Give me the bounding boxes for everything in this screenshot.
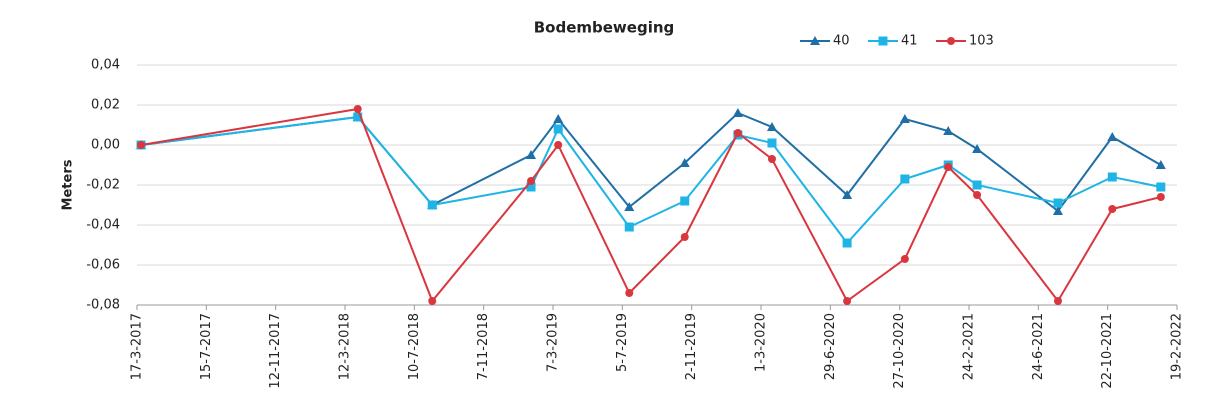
marker (1053, 198, 1063, 208)
marker (1107, 132, 1118, 141)
marker (810, 36, 820, 45)
marker (943, 126, 954, 135)
x-tick-label: 5-7-2019 (615, 313, 630, 372)
marker (526, 182, 536, 192)
x-tick-label: 7-11-2018 (476, 313, 491, 380)
marker (428, 297, 437, 305)
marker (526, 150, 537, 159)
marker (353, 105, 362, 113)
marker (553, 124, 563, 134)
marker (972, 144, 983, 153)
marker (1052, 206, 1063, 215)
marker (843, 297, 852, 305)
marker (899, 114, 910, 123)
marker (137, 141, 146, 149)
x-tick-label: 12-11-2017 (268, 313, 283, 389)
series (136, 112, 1166, 248)
series-line (140, 115, 1162, 245)
marker (624, 202, 635, 211)
x-tick-label: 22-10-2021 (1100, 313, 1115, 389)
marker (733, 129, 742, 137)
marker (878, 36, 888, 46)
marker (1156, 182, 1166, 192)
marker (767, 138, 777, 148)
series-line (140, 111, 1162, 213)
marker (900, 174, 910, 184)
x-tick-label: 15-7-2017 (199, 313, 214, 380)
marker (679, 158, 690, 167)
marker (947, 37, 955, 45)
marker (680, 233, 689, 241)
y-tick-label: 0,00 (91, 138, 120, 153)
x-tick-label: 7-3-2019 (546, 313, 561, 372)
y-tick-label: -0,06 (86, 258, 120, 273)
marker (624, 222, 634, 232)
legend-label: 40 (833, 34, 850, 49)
marker (900, 255, 909, 263)
marker (1155, 160, 1166, 169)
marker (353, 112, 363, 122)
marker (1053, 297, 1062, 305)
series (137, 105, 1165, 305)
x-tick-label: 1-3-2020 (754, 313, 769, 372)
marker (1107, 172, 1117, 182)
x-tick-label: 12-3-2018 (338, 313, 353, 380)
legend-label: 103 (969, 34, 994, 49)
y-axis-label: Meters (61, 159, 76, 210)
marker (766, 122, 777, 131)
x-tick-label: 29-6-2020 (823, 313, 838, 380)
x-tick-label: 24-6-2021 (1031, 313, 1046, 380)
y-tick-label: -0,08 (86, 298, 120, 313)
y-tick-label: -0,02 (86, 178, 120, 193)
chart-title: Bodembeweging (534, 19, 675, 37)
marker (842, 190, 853, 199)
marker (527, 177, 536, 185)
marker (842, 238, 852, 248)
marker (1108, 205, 1117, 213)
y-tick-label: -0,04 (86, 218, 120, 233)
marker (767, 155, 776, 163)
x-tick-label: 2-11-2019 (684, 313, 699, 380)
x-tick-label: 19-2-2022 (1170, 313, 1185, 380)
marker (1156, 193, 1165, 201)
series (136, 108, 1166, 215)
x-tick-label: 10-7-2018 (407, 313, 422, 380)
marker (554, 141, 563, 149)
x-tick-label: 27-10-2020 (892, 313, 907, 389)
x-tick-label: 24-2-2021 (962, 313, 977, 380)
marker (973, 191, 982, 199)
marker (553, 114, 564, 123)
marker (625, 289, 634, 297)
x-tick-label: 17-3-2017 (130, 313, 145, 380)
marker (972, 180, 982, 190)
marker (732, 108, 743, 117)
marker (427, 200, 437, 210)
series-line (140, 107, 1162, 303)
y-tick-label: 0,02 (91, 98, 120, 113)
legend-label: 41 (901, 34, 918, 49)
marker (680, 196, 690, 206)
marker (944, 163, 953, 171)
y-tick-label: 0,04 (91, 58, 120, 73)
